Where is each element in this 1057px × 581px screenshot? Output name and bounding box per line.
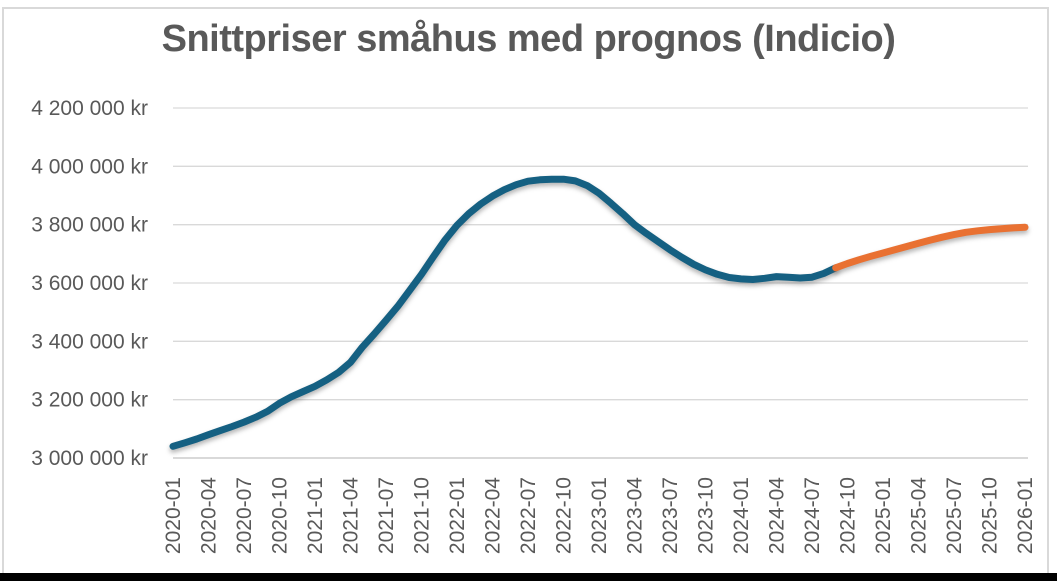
x-axis-tick-label: 2025-10: [979, 477, 1002, 554]
y-axis-tick-label: 3 600 000 kr: [31, 272, 148, 295]
y-axis-labels: 4 200 000 kr 4 000 000 kr 3 800 000 kr 3 60…: [31, 97, 148, 470]
x-axis-tick-label: 2024-04: [766, 477, 789, 554]
bottom-bar: [0, 573, 1057, 581]
x-axis-tick-label: 2020-01: [162, 477, 185, 554]
x-axis-tick-label: 2025-01: [872, 477, 895, 554]
x-axis-tick-label: 2022-07: [517, 477, 540, 554]
x-axis-tick-label: 2020-07: [233, 477, 256, 554]
x-axis-tick-label: 2021-01: [304, 477, 327, 554]
y-axis-tick-label: 3 200 000 kr: [31, 389, 148, 412]
x-axis-tick-label: 2020-10: [269, 477, 292, 554]
x-axis-tick-label: 2022-01: [446, 477, 469, 554]
x-axis-tick-label: 2020-04: [198, 477, 221, 554]
y-axis-tick-label: 3 800 000 kr: [31, 214, 148, 237]
actual-series-line: [169, 175, 840, 450]
y-axis-tick-label: 4 000 000 kr: [31, 155, 148, 178]
forecast-series-line: [832, 223, 1029, 272]
x-axis-tick-label: 2021-07: [375, 477, 398, 554]
x-axis-labels: 2020-01 2020-04 2020-07 2020-10 2021-01 2021-…: [162, 477, 1037, 554]
x-axis-tick-label: 2024-10: [837, 477, 860, 554]
x-axis-tick-label: 2023-07: [659, 477, 682, 554]
series-lines: [169, 175, 1029, 450]
y-axis-tick-label: 3 000 000 kr: [31, 447, 148, 470]
gridlines: [173, 107, 1028, 459]
chart-title: Snittpriser småhus med prognos (Indicio): [161, 18, 896, 60]
x-axis-tick-label: 2023-04: [624, 477, 647, 554]
x-axis-tick-label: 2022-10: [553, 477, 576, 554]
x-axis-tick-label: 2025-07: [943, 477, 966, 554]
x-axis-tick-label: 2025-04: [908, 477, 931, 554]
x-axis-tick-label: 2026-01: [1014, 477, 1037, 554]
x-axis-tick-label: 2021-04: [340, 477, 363, 554]
y-axis-tick-label: 3 400 000 kr: [31, 330, 148, 353]
x-axis-tick-label: 2021-10: [411, 477, 434, 554]
y-axis-tick-label: 4 200 000 kr: [31, 97, 148, 120]
x-axis-tick-label: 2023-01: [588, 477, 611, 554]
x-axis-tick-label: 2023-10: [695, 477, 718, 554]
x-axis-tick-label: 2024-01: [730, 477, 753, 554]
chart-frame: [2, 7, 1049, 573]
x-axis-tick-label: 2024-07: [801, 477, 824, 554]
x-axis-tick-label: 2022-04: [482, 477, 505, 554]
